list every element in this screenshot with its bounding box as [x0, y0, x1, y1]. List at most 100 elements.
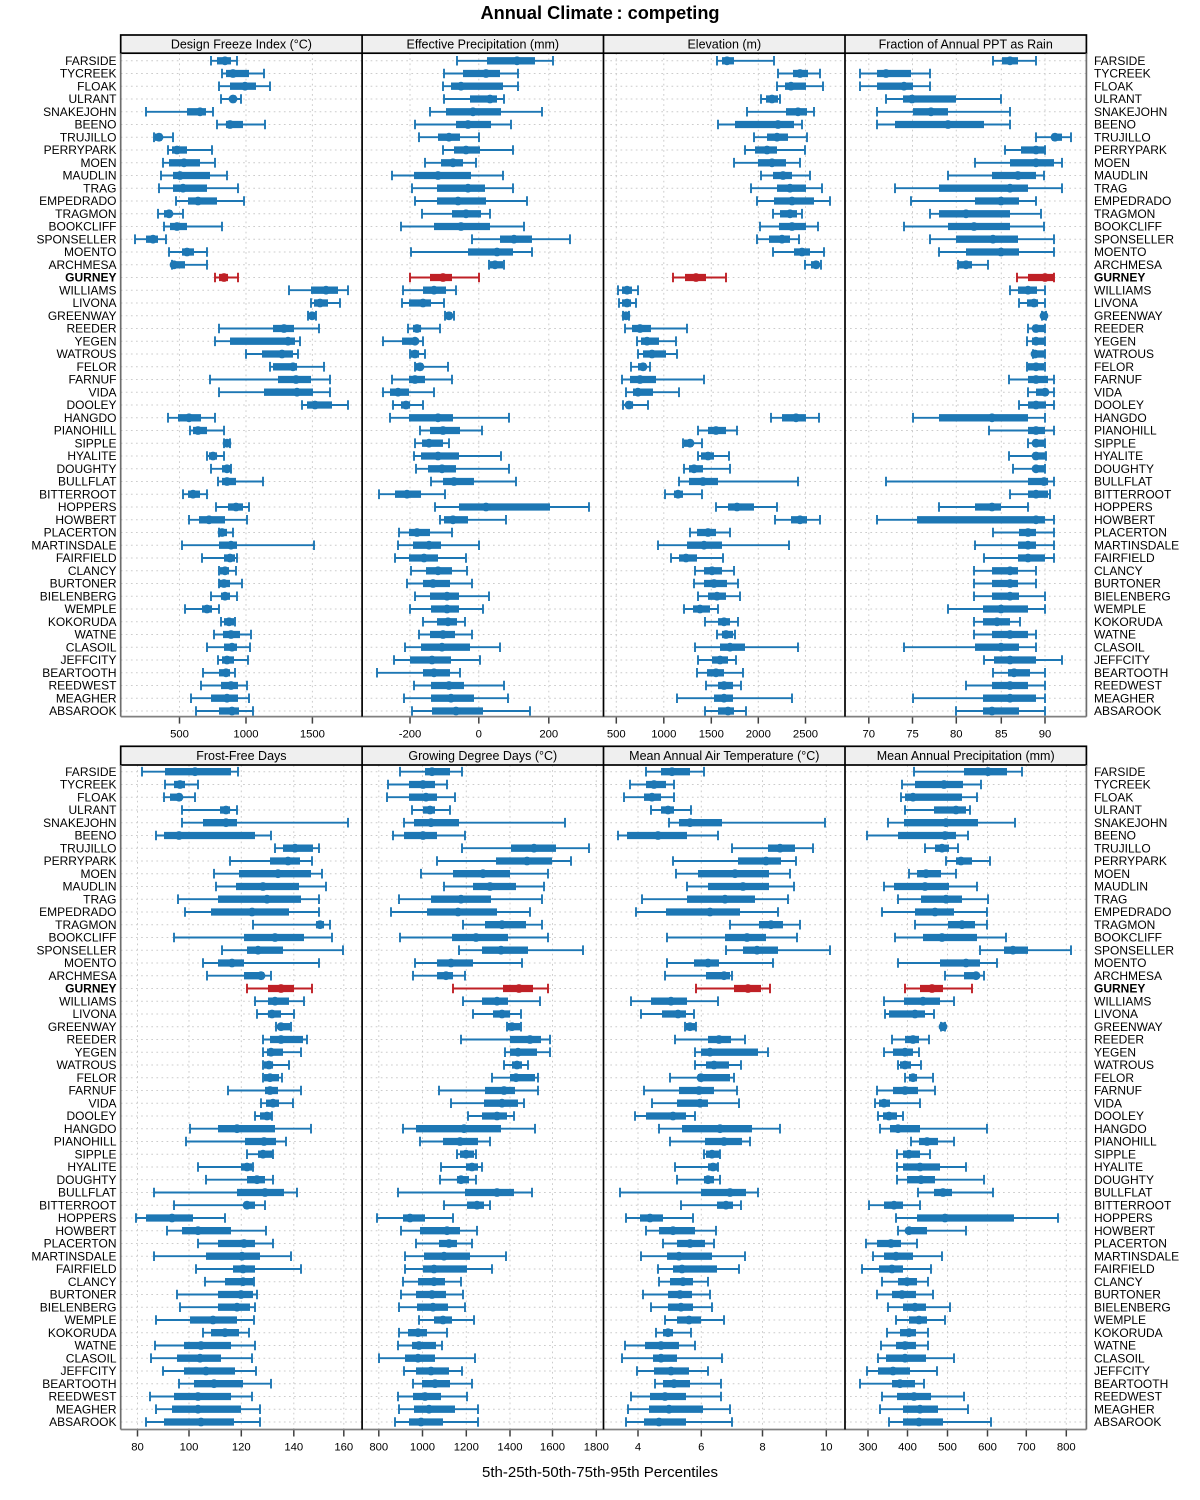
svg-text:JEFFCITY: JEFFCITY [1094, 653, 1150, 667]
svg-text:DOUGHTY: DOUGHTY [1094, 462, 1154, 476]
svg-text:DOUGHTY: DOUGHTY [57, 462, 117, 476]
svg-text:WATNE: WATNE [1094, 1339, 1136, 1353]
svg-text:2500: 2500 [793, 728, 818, 740]
svg-text:MARTINSDALE: MARTINSDALE [31, 1249, 116, 1263]
svg-text:BOOKCLIFF: BOOKCLIFF [48, 931, 116, 945]
svg-text:BEENO: BEENO [1094, 829, 1136, 843]
svg-text:JEFFCITY: JEFFCITY [61, 653, 117, 667]
svg-text:HOWBERT: HOWBERT [1094, 513, 1156, 527]
svg-text:DOOLEY: DOOLEY [1094, 398, 1144, 412]
svg-text:BEENO: BEENO [74, 118, 116, 132]
svg-text:REEDWEST: REEDWEST [1094, 1390, 1163, 1404]
svg-text:LIVONA: LIVONA [1094, 1007, 1138, 1021]
svg-text:Design Freeze Index (°C): Design Freeze Index (°C) [171, 38, 312, 52]
svg-text:GREENWAY: GREENWAY [48, 309, 117, 323]
svg-text:MARTINSDALE: MARTINSDALE [31, 539, 116, 553]
svg-text:BIELENBERG: BIELENBERG [1094, 590, 1171, 604]
svg-text:FLOAK: FLOAK [77, 80, 116, 94]
svg-text:WEMPLE: WEMPLE [64, 1313, 116, 1327]
svg-text:TRAG: TRAG [83, 181, 116, 195]
svg-text:WATNE: WATNE [75, 628, 117, 642]
svg-text:800: 800 [1057, 1441, 1076, 1453]
svg-text:FARNUF: FARNUF [1094, 373, 1142, 387]
svg-text:WEMPLE: WEMPLE [1094, 602, 1146, 616]
svg-text:MAUDLIN: MAUDLIN [62, 880, 116, 894]
svg-text:BEARTOOTH: BEARTOOTH [1094, 1377, 1168, 1391]
svg-text:MEAGHER: MEAGHER [56, 1402, 117, 1416]
svg-text:YEGEN: YEGEN [1094, 334, 1136, 348]
svg-text:DOOLEY: DOOLEY [66, 1109, 116, 1123]
svg-text:HANGDO: HANGDO [64, 1122, 117, 1136]
svg-text:HYALITE: HYALITE [1094, 1160, 1143, 1174]
svg-text:BURTONER: BURTONER [1094, 1288, 1161, 1302]
svg-text:DOOLEY: DOOLEY [66, 398, 116, 412]
svg-text:TRAG: TRAG [1094, 181, 1127, 195]
svg-text:-200: -200 [399, 728, 422, 740]
svg-text:8: 8 [759, 1441, 765, 1453]
svg-text:TYCREEK: TYCREEK [60, 67, 117, 81]
svg-text:CLASOIL: CLASOIL [1094, 641, 1145, 655]
svg-text:SPONSELLER: SPONSELLER [1094, 232, 1174, 246]
svg-text:ARCHMESA: ARCHMESA [48, 258, 116, 272]
svg-text:SIPPLE: SIPPLE [74, 1147, 116, 1161]
svg-text:SPONSELLER: SPONSELLER [36, 232, 116, 246]
svg-text:GURNEY: GURNEY [65, 982, 116, 996]
svg-text:TYCREEK: TYCREEK [1094, 778, 1151, 792]
svg-text:MEAGHER: MEAGHER [1094, 692, 1155, 706]
svg-text:85: 85 [995, 728, 1008, 740]
svg-text:Annual Climate : competing: Annual Climate : competing [480, 3, 719, 23]
svg-text:REEDWEST: REEDWEST [48, 679, 117, 693]
svg-text:PIANOHILL: PIANOHILL [1094, 1135, 1157, 1149]
svg-text:MAUDLIN: MAUDLIN [62, 169, 116, 183]
svg-text:BITTERROOT: BITTERROOT [1094, 1198, 1172, 1212]
svg-text:PERRYPARK: PERRYPARK [44, 143, 117, 157]
svg-text:SNAKEJOHN: SNAKEJOHN [1094, 105, 1167, 119]
svg-text:MOENTO: MOENTO [1094, 956, 1146, 970]
svg-text:2000: 2000 [746, 728, 771, 740]
svg-text:HANGDO: HANGDO [1094, 411, 1147, 425]
svg-text:HOPPERS: HOPPERS [58, 1211, 117, 1225]
svg-text:ULRANT: ULRANT [68, 92, 117, 106]
svg-text:CLASOIL: CLASOIL [1094, 1351, 1145, 1365]
svg-text:WATROUS: WATROUS [57, 1058, 117, 1072]
svg-text:WILLIAMS: WILLIAMS [59, 283, 116, 297]
svg-text:SIPPLE: SIPPLE [1094, 436, 1136, 450]
svg-text:WILLIAMS: WILLIAMS [1094, 283, 1151, 297]
svg-text:PERRYPARK: PERRYPARK [1094, 854, 1167, 868]
svg-text:BULLFLAT: BULLFLAT [1094, 1186, 1153, 1200]
svg-text:PLACERTON: PLACERTON [44, 1237, 117, 1251]
svg-text:FELOR: FELOR [76, 1071, 116, 1085]
svg-text:TRAGMON: TRAGMON [55, 207, 116, 221]
svg-text:VIDA: VIDA [1094, 385, 1122, 399]
svg-text:6: 6 [698, 1441, 704, 1453]
svg-text:10: 10 [820, 1441, 833, 1453]
svg-text:REEDWEST: REEDWEST [48, 1390, 117, 1404]
svg-text:BOOKCLIFF: BOOKCLIFF [1094, 931, 1162, 945]
svg-text:EMPEDRADO: EMPEDRADO [39, 194, 116, 208]
svg-text:70: 70 [863, 728, 876, 740]
svg-text:REEDER: REEDER [66, 1033, 116, 1047]
svg-text:TYCREEK: TYCREEK [1094, 67, 1151, 81]
svg-text:FLOAK: FLOAK [1094, 80, 1133, 94]
svg-text:80: 80 [131, 1441, 144, 1453]
svg-text:ARCHMESA: ARCHMESA [1094, 969, 1162, 983]
svg-text:PLACERTON: PLACERTON [1094, 526, 1167, 540]
svg-text:MOENTO: MOENTO [64, 245, 116, 259]
svg-text:GURNEY: GURNEY [65, 271, 116, 285]
svg-text:HOWBERT: HOWBERT [55, 513, 117, 527]
svg-text:LIVONA: LIVONA [72, 1007, 116, 1021]
svg-text:75: 75 [906, 728, 919, 740]
svg-text:YEGEN: YEGEN [1094, 1045, 1136, 1059]
svg-text:1600: 1600 [540, 1441, 565, 1453]
svg-text:TRUJILLO: TRUJILLO [60, 130, 117, 144]
svg-text:ABSAROOK: ABSAROOK [49, 1415, 116, 1429]
svg-text:ABSAROOK: ABSAROOK [1094, 704, 1161, 718]
svg-text:YEGEN: YEGEN [74, 1045, 116, 1059]
svg-text:0: 0 [476, 728, 482, 740]
svg-text:SNAKEJOHN: SNAKEJOHN [43, 816, 116, 830]
svg-text:SIPPLE: SIPPLE [1094, 1147, 1136, 1161]
svg-text:FARNUF: FARNUF [1094, 1084, 1142, 1098]
svg-text:MOENTO: MOENTO [1094, 245, 1146, 259]
svg-text:EMPEDRADO: EMPEDRADO [1094, 905, 1171, 919]
svg-text:BEENO: BEENO [1094, 118, 1136, 132]
